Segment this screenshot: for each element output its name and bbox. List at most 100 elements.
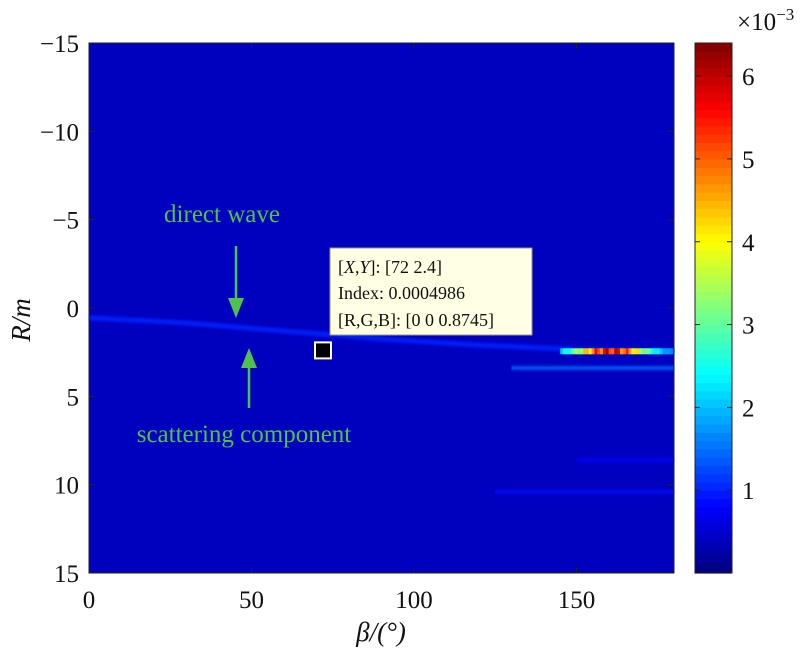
colorbar: 1 2 3 4 5 6 ×10−3 bbox=[694, 5, 794, 574]
colorbar-step bbox=[695, 357, 732, 367]
scattering-peak-cell bbox=[671, 348, 675, 355]
colorbar-step bbox=[695, 84, 732, 94]
scattering-peak-cell bbox=[654, 348, 658, 355]
colorbar-step bbox=[695, 432, 732, 442]
scattering-component-annotation: scattering component bbox=[137, 421, 352, 448]
scattering-peak-cell bbox=[668, 348, 672, 355]
weak-streak bbox=[576, 457, 674, 462]
colorbar-frame bbox=[694, 42, 733, 574]
scattering-peak-cell bbox=[597, 348, 601, 355]
datatip-line2: Index: 0.0004986 bbox=[338, 283, 465, 303]
colorbar-tick-label: 2 bbox=[742, 395, 755, 422]
colorbar-step bbox=[695, 208, 732, 218]
colorbar-step bbox=[695, 316, 732, 326]
weak-streak bbox=[495, 489, 674, 494]
colorbar-step bbox=[695, 564, 732, 574]
colorbar-step bbox=[695, 274, 732, 284]
colorbar-step bbox=[695, 531, 732, 541]
colorbar-step bbox=[695, 324, 732, 334]
x-axis-label: β/(°) bbox=[355, 617, 406, 647]
colorbar-tick-label: 5 bbox=[742, 147, 755, 174]
scattering-peak-cell bbox=[583, 348, 587, 355]
scattering-peak-cell bbox=[577, 348, 581, 355]
colorbar-step bbox=[695, 150, 732, 160]
colorbar-step bbox=[695, 299, 732, 309]
colorbar-step bbox=[695, 92, 732, 102]
colorbar-step bbox=[695, 167, 732, 177]
colorbar-step bbox=[695, 125, 732, 135]
annotations: direct wave scattering component bbox=[137, 201, 352, 448]
colorbar-step bbox=[695, 76, 732, 86]
colorbar-scale-label: ×10−3 bbox=[737, 5, 794, 36]
colorbar-step bbox=[695, 515, 732, 524]
y-tick-label: 10 bbox=[54, 473, 79, 500]
scattering-peak-cell bbox=[591, 348, 595, 355]
colorbar-step bbox=[695, 117, 732, 127]
y-axis-label: R/m bbox=[6, 298, 36, 343]
colorbar-tick-label: 1 bbox=[742, 478, 755, 505]
scattering-peak-cell bbox=[614, 348, 618, 355]
weak-streak bbox=[511, 366, 674, 371]
colorbar-step bbox=[695, 440, 732, 450]
scattering-peak-cell bbox=[574, 348, 578, 355]
colorbar-step bbox=[695, 216, 732, 226]
scattering-peak-cell bbox=[608, 348, 612, 355]
datatip-marker[interactable] bbox=[314, 341, 332, 360]
scattering-peak-cell bbox=[602, 348, 607, 355]
scattering-peak-cell bbox=[620, 348, 624, 355]
datatip-line3: [R,G,B]: [0 0 0.8745] bbox=[338, 310, 494, 330]
scattering-peak-cell bbox=[605, 348, 610, 355]
colorbar-step bbox=[695, 175, 732, 185]
scattering-peak-cell bbox=[639, 348, 644, 355]
y-tick-label: −15 bbox=[40, 31, 79, 58]
scattering-peak-cell bbox=[560, 348, 564, 355]
colorbar-step bbox=[695, 192, 732, 201]
datatip[interactable]: [X,Y]: [72 2.4] Index: 0.0004986 [R,G,B]… bbox=[314, 247, 533, 360]
colorbar-step bbox=[695, 465, 732, 475]
y-tick-label: 15 bbox=[54, 561, 79, 588]
colorbar-step bbox=[695, 349, 732, 359]
arrow-up-icon bbox=[241, 348, 257, 408]
colorbar-step bbox=[695, 250, 732, 259]
colorbar-step bbox=[695, 233, 732, 243]
colorbar-step bbox=[695, 341, 732, 351]
colorbar-step bbox=[695, 283, 732, 293]
colorbar-step bbox=[695, 51, 732, 61]
scattering-peak-cell bbox=[617, 348, 621, 355]
colorbar-tick-label: 6 bbox=[742, 64, 755, 91]
scattering-peak-cell bbox=[568, 348, 573, 355]
scattering-peak-cell bbox=[571, 348, 575, 355]
colorbar-step bbox=[695, 490, 732, 500]
colorbar-tick-label: 4 bbox=[742, 230, 755, 257]
x-tick-label: 50 bbox=[239, 587, 264, 614]
colorbar-step bbox=[695, 448, 732, 458]
colorbar-step bbox=[695, 142, 732, 152]
y-tick-label: −5 bbox=[52, 208, 79, 235]
colorbar-step bbox=[695, 457, 732, 466]
colorbar-step bbox=[695, 225, 732, 235]
colorbar-step bbox=[695, 59, 732, 69]
colorbar-step bbox=[695, 308, 732, 317]
colorbar-step bbox=[695, 332, 732, 342]
datatip-box bbox=[329, 247, 533, 336]
scattering-peak-cell bbox=[662, 348, 666, 355]
colorbar-step bbox=[695, 423, 732, 433]
scattering-peak-cell bbox=[588, 348, 593, 355]
colorbar-step bbox=[695, 241, 732, 251]
arrow-down-icon bbox=[228, 246, 244, 318]
x-tick-label: 150 bbox=[558, 587, 596, 614]
scattering-peak-cell bbox=[642, 348, 647, 355]
scattering-peak-cell bbox=[634, 348, 638, 355]
colorbar-step bbox=[695, 158, 732, 168]
colorbar-step bbox=[695, 109, 732, 119]
scattering-peak-cell bbox=[659, 348, 664, 355]
colorbar-step bbox=[695, 407, 732, 417]
scattering-peak-cell bbox=[637, 348, 641, 355]
colorbar-step bbox=[695, 415, 732, 425]
x-tick-label: 0 bbox=[83, 587, 96, 614]
colorbar-step bbox=[695, 183, 732, 193]
scattering-peak-cell bbox=[594, 348, 598, 355]
colorbar-step bbox=[695, 473, 732, 483]
colorbar-step bbox=[695, 200, 732, 210]
